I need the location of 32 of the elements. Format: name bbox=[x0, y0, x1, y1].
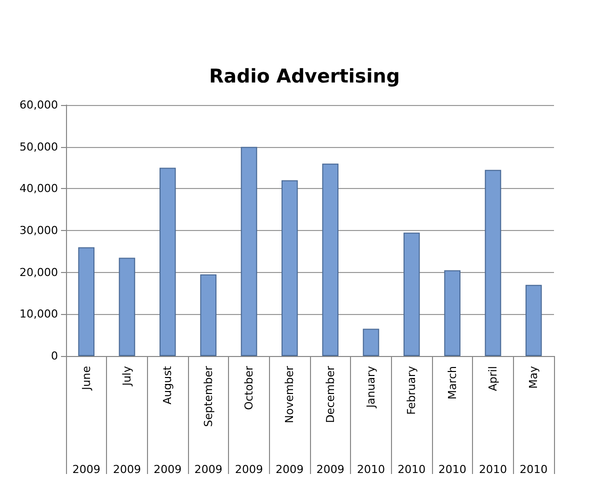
category-label: August 2009 bbox=[154, 366, 182, 476]
category-label: December 2009 bbox=[316, 366, 344, 476]
category-label: February 2010 bbox=[398, 366, 426, 476]
bar bbox=[78, 247, 94, 356]
y-tick-label: 0 bbox=[51, 350, 58, 362]
y-tick-label: 40,000 bbox=[20, 182, 58, 196]
category-label: June 2009 bbox=[72, 366, 100, 476]
y-tick-label: 20,000 bbox=[20, 266, 58, 279]
bar bbox=[322, 164, 338, 356]
category-label: April 2010 bbox=[479, 366, 507, 476]
bar bbox=[200, 274, 216, 356]
bar bbox=[240, 146, 258, 356]
y-tick-label: 50,000 bbox=[20, 140, 58, 154]
bar bbox=[526, 284, 542, 356]
category-label: September 2009 bbox=[194, 366, 222, 476]
category-label: March 2010 bbox=[438, 366, 466, 476]
bar bbox=[282, 180, 298, 356]
category-label: October 2009 bbox=[235, 366, 263, 476]
bar bbox=[484, 170, 502, 356]
category-label: July 2009 bbox=[113, 366, 141, 476]
bar bbox=[118, 258, 136, 356]
category-label: November 2009 bbox=[276, 366, 304, 476]
bar bbox=[160, 168, 176, 356]
y-tick-label: 10,000 bbox=[20, 308, 58, 321]
bar bbox=[362, 328, 380, 356]
bar bbox=[404, 232, 420, 356]
y-tick-label: 60,000 bbox=[20, 98, 58, 112]
category-label: May 2010 bbox=[520, 366, 548, 476]
category-label: January 2010 bbox=[357, 366, 385, 476]
chart-title: Radio Advertising bbox=[209, 66, 400, 88]
bar bbox=[444, 270, 460, 356]
y-tick-label: 30,000 bbox=[20, 224, 58, 237]
